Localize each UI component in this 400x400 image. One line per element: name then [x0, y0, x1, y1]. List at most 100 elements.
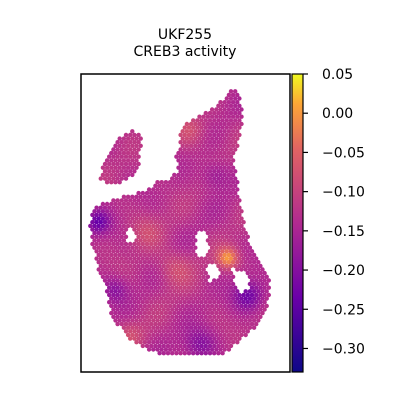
spot: [176, 289, 180, 293]
spot: [193, 173, 197, 177]
spot: [206, 289, 210, 293]
spot: [99, 242, 103, 246]
spot: [210, 282, 214, 286]
spot: [174, 329, 178, 333]
spot: [214, 231, 218, 235]
spot: [237, 220, 241, 224]
spot: [220, 133, 224, 137]
spot: [143, 202, 147, 206]
spot: [218, 311, 222, 315]
spot: [113, 311, 117, 315]
spot: [195, 300, 199, 304]
spot: [172, 318, 176, 322]
spot: [199, 213, 203, 217]
chart-title: UKF255: [158, 27, 212, 43]
spot: [160, 231, 164, 235]
spot: [147, 231, 151, 235]
spot: [157, 213, 161, 217]
spot: [178, 220, 182, 224]
spot: [216, 155, 220, 159]
spot: [212, 213, 216, 217]
spot: [189, 202, 193, 206]
spot: [231, 318, 235, 322]
spot: [206, 311, 210, 315]
spot: [220, 213, 224, 217]
spot: [130, 260, 134, 264]
spot: [225, 191, 229, 195]
spot: [130, 202, 134, 206]
spot: [120, 271, 124, 275]
spot: [124, 300, 128, 304]
spot: [109, 180, 113, 184]
spot: [143, 311, 147, 315]
spot: [185, 282, 189, 286]
spot: [204, 155, 208, 159]
spot: [160, 253, 164, 257]
spot: [229, 213, 233, 217]
spot: [229, 125, 233, 129]
spot: [143, 289, 147, 293]
spot: [183, 133, 187, 137]
spot: [151, 231, 155, 235]
spot: [204, 351, 208, 355]
spot: [218, 260, 222, 264]
spot: [218, 144, 222, 148]
spot: [256, 311, 260, 315]
spot: [115, 220, 119, 224]
spot: [139, 282, 143, 286]
spot: [109, 202, 113, 206]
spot: [223, 282, 227, 286]
spot: [105, 231, 109, 235]
spot: [109, 260, 113, 264]
spot: [174, 213, 178, 217]
spot: [220, 155, 224, 159]
spot: [208, 162, 212, 166]
spot: [235, 311, 239, 315]
spot: [113, 202, 117, 206]
spot: [122, 144, 126, 148]
spot: [214, 289, 218, 293]
spot: [193, 347, 197, 351]
spot: [185, 260, 189, 264]
spot: [189, 173, 193, 177]
spot: [193, 202, 197, 206]
spot: [212, 242, 216, 246]
spot: [153, 271, 157, 275]
spot: [204, 220, 208, 224]
spot: [235, 253, 239, 257]
spot: [118, 253, 122, 257]
spot: [174, 155, 178, 159]
spot: [227, 282, 231, 286]
spot: [149, 213, 153, 217]
spot: [191, 155, 195, 159]
spot: [139, 289, 143, 293]
spot: [168, 347, 172, 351]
spot: [235, 340, 239, 344]
spot: [248, 253, 252, 257]
spot: [181, 311, 185, 315]
spot: [216, 300, 220, 304]
spot: [212, 155, 216, 159]
spot: [227, 340, 231, 344]
spot: [126, 311, 130, 315]
spot: [227, 202, 231, 206]
spot: [229, 133, 233, 137]
spot: [166, 184, 170, 188]
spot: [195, 351, 199, 355]
spot: [176, 340, 180, 344]
spot: [170, 191, 174, 195]
spot: [157, 184, 161, 188]
spot: [231, 144, 235, 148]
spot: [176, 260, 180, 264]
spot: [214, 318, 218, 322]
spot: [204, 271, 208, 275]
spot: [187, 213, 191, 217]
spot: [187, 351, 191, 355]
spot: [155, 347, 159, 351]
spot: [155, 260, 159, 264]
spot: [227, 144, 231, 148]
spot: [128, 155, 132, 159]
spot: [101, 231, 105, 235]
spot: [185, 144, 189, 148]
spot: [118, 144, 122, 148]
